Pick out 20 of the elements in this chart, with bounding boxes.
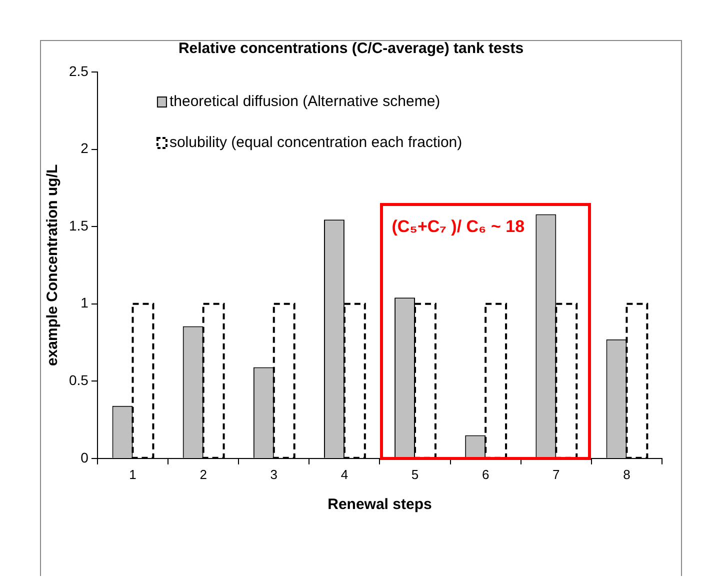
x-tick-label: 5 [411,466,419,482]
x-axis-title: Renewal steps [328,496,432,514]
y-tick-label: 1 [80,294,89,311]
y-tick-label: 0 [80,449,89,466]
y-tick-label: 2.5 [68,62,89,79]
y-tick-label: 1.5 [68,217,89,234]
chart-title: Relative concentrations (C/C-average) tank tests [178,40,524,58]
x-tick-label: 8 [623,466,630,482]
x-tick-label: 1 [129,466,136,482]
legend-label: solubility (equal concentration each fraction) [169,134,462,152]
y-tick-label: 2 [80,140,89,156]
x-tick-label: 2 [200,466,207,482]
x-tick-label: 3 [270,466,278,482]
annotation: (C₅+C₇ )/ C₆ ~ 18 [392,217,525,238]
x-tick-label: 4 [340,466,348,482]
x-tick-label: 6 [482,466,490,482]
y-axis-title: example Concentration ug/L [44,164,62,366]
y-tick-label: 0.5 [68,372,89,388]
x-tick-label: 7 [552,466,560,482]
legend-label: theoretical diffusion (Alternative scheme) [169,93,440,110]
